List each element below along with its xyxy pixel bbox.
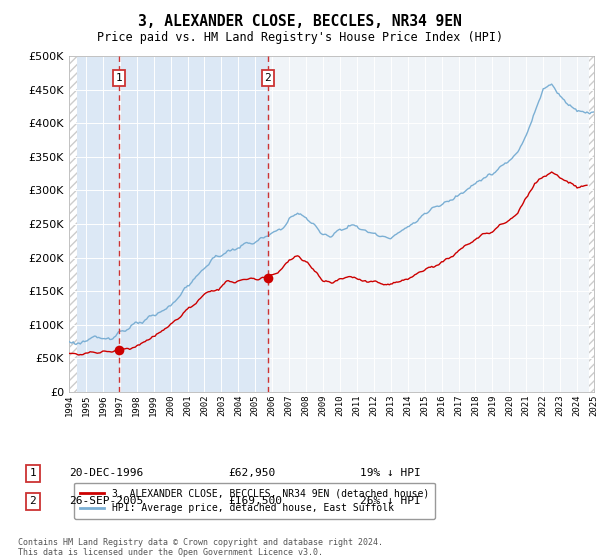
Text: 26-SEP-2005: 26-SEP-2005 <box>69 496 143 506</box>
Text: 2: 2 <box>264 73 271 83</box>
Text: 2: 2 <box>29 496 37 506</box>
Text: 1: 1 <box>116 73 122 83</box>
Text: 1: 1 <box>29 468 37 478</box>
Text: Contains HM Land Registry data © Crown copyright and database right 2024.
This d: Contains HM Land Registry data © Crown c… <box>18 538 383 557</box>
Text: 20-DEC-1996: 20-DEC-1996 <box>69 468 143 478</box>
Text: 3, ALEXANDER CLOSE, BECCLES, NR34 9EN: 3, ALEXANDER CLOSE, BECCLES, NR34 9EN <box>138 14 462 29</box>
Text: £62,950: £62,950 <box>228 468 275 478</box>
Text: Price paid vs. HM Land Registry's House Price Index (HPI): Price paid vs. HM Land Registry's House … <box>97 31 503 44</box>
Legend: 3, ALEXANDER CLOSE, BECCLES, NR34 9EN (detached house), HPI: Average price, deta: 3, ALEXANDER CLOSE, BECCLES, NR34 9EN (d… <box>74 483 435 519</box>
Text: 26% ↓ HPI: 26% ↓ HPI <box>360 496 421 506</box>
Text: £169,500: £169,500 <box>228 496 282 506</box>
Text: 19% ↓ HPI: 19% ↓ HPI <box>360 468 421 478</box>
Bar <box>69 56 268 392</box>
